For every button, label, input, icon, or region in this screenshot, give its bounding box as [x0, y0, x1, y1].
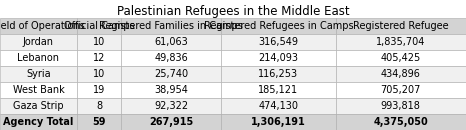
Text: 214,093: 214,093 [259, 53, 298, 63]
Bar [0, 82, 77, 98]
Text: 474,130: 474,130 [259, 101, 298, 111]
Text: 116,253: 116,253 [258, 69, 299, 79]
Text: Registered Refugees in Camps: Registered Refugees in Camps [204, 21, 353, 31]
Bar [336, 66, 466, 82]
Bar [336, 98, 466, 114]
Bar [221, 82, 336, 98]
Bar [0, 114, 77, 130]
Bar [336, 50, 466, 66]
Bar [221, 98, 336, 114]
Bar [121, 66, 221, 82]
Text: 316,549: 316,549 [259, 37, 298, 47]
Text: 25,740: 25,740 [154, 69, 188, 79]
Text: 267,915: 267,915 [149, 117, 193, 127]
Bar [121, 114, 221, 130]
Text: 405,425: 405,425 [381, 53, 421, 63]
Bar [121, 50, 221, 66]
Bar [221, 34, 336, 50]
Bar [221, 114, 336, 130]
Bar [221, 66, 336, 82]
Text: 49,836: 49,836 [154, 53, 188, 63]
Bar [77, 50, 121, 66]
Bar [77, 66, 121, 82]
Bar [77, 34, 121, 50]
Text: 92,322: 92,322 [154, 101, 188, 111]
Bar [77, 98, 121, 114]
Bar [221, 50, 336, 66]
Bar [336, 114, 466, 130]
Text: Lebanon: Lebanon [17, 53, 60, 63]
Text: 434,896: 434,896 [381, 69, 421, 79]
Bar [121, 82, 221, 98]
Text: Field of Operations: Field of Operations [0, 21, 84, 31]
Text: West Bank: West Bank [13, 85, 64, 95]
Bar [121, 98, 221, 114]
Text: Syria: Syria [26, 69, 51, 79]
Text: Registered Refugee: Registered Refugee [353, 21, 449, 31]
Text: 4,375,050: 4,375,050 [373, 117, 428, 127]
Text: 1,306,191: 1,306,191 [251, 117, 306, 127]
Bar [121, 34, 221, 50]
Bar [336, 34, 466, 50]
Bar [77, 82, 121, 98]
Text: 1,835,704: 1,835,704 [376, 37, 425, 47]
Text: 12: 12 [93, 53, 105, 63]
Bar [0, 66, 77, 82]
Text: 59: 59 [92, 117, 106, 127]
Text: Palestinian Refugees in the Middle East: Palestinian Refugees in the Middle East [116, 5, 350, 18]
Bar [77, 114, 121, 130]
Bar [0, 98, 77, 114]
Text: 38,954: 38,954 [154, 85, 188, 95]
Text: Jordan: Jordan [23, 37, 54, 47]
Text: 61,063: 61,063 [154, 37, 188, 47]
Bar [0, 34, 77, 50]
Text: Gaza Strip: Gaza Strip [13, 101, 64, 111]
Text: 19: 19 [93, 85, 105, 95]
Bar [336, 82, 466, 98]
Bar [121, 18, 221, 34]
Bar [0, 50, 77, 66]
Text: 185,121: 185,121 [258, 85, 299, 95]
Text: 8: 8 [96, 101, 102, 111]
Bar [77, 18, 121, 34]
Bar [0, 18, 77, 34]
Text: Agency Total: Agency Total [3, 117, 74, 127]
Text: 10: 10 [93, 69, 105, 79]
Text: 10: 10 [93, 37, 105, 47]
Text: 705,207: 705,207 [381, 85, 421, 95]
Text: Official Camps: Official Camps [64, 21, 134, 31]
Text: Registered Families in Camps: Registered Families in Camps [99, 21, 243, 31]
Text: 993,818: 993,818 [381, 101, 421, 111]
Bar [221, 18, 336, 34]
Bar [336, 18, 466, 34]
